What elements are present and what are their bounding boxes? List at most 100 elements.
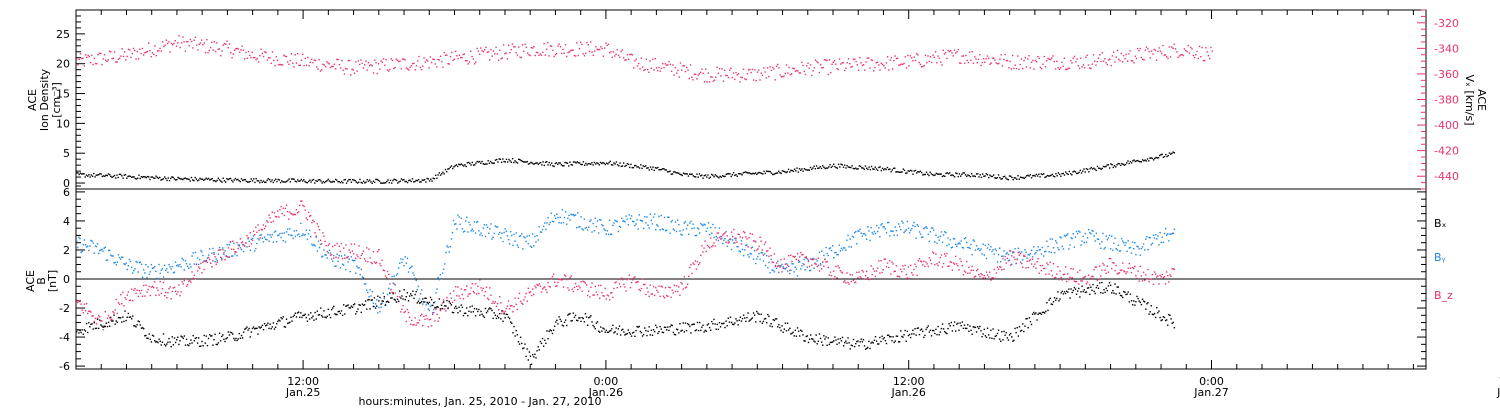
bz-point (603, 295, 605, 297)
density-point (113, 174, 116, 177)
by-point (528, 235, 531, 237)
bx-point (563, 321, 566, 324)
bx-point (434, 307, 436, 309)
vx-point (463, 53, 466, 55)
by-point (140, 263, 143, 265)
by-point (614, 219, 616, 222)
by-point (216, 259, 219, 262)
by-point (393, 275, 395, 277)
by-point (180, 266, 182, 268)
by-point (126, 268, 128, 271)
by-point (1096, 238, 1099, 240)
vx-point (520, 56, 523, 59)
vx-point (482, 50, 485, 53)
density-point (1143, 160, 1145, 162)
by-point (1062, 248, 1065, 250)
bz-point (680, 281, 682, 284)
density-point (426, 177, 428, 180)
bx-point (291, 320, 293, 322)
bx-point (229, 331, 232, 334)
vx-point (97, 54, 99, 56)
by-point (980, 248, 982, 250)
density-point (822, 165, 824, 167)
vx-point (1116, 49, 1119, 52)
vx-point (1088, 67, 1091, 69)
vx-point (538, 54, 540, 57)
vx-point (222, 44, 224, 46)
density-point (402, 179, 404, 181)
vx-point (635, 58, 637, 61)
by-point (1120, 237, 1123, 240)
bz-point (708, 247, 711, 249)
vx-point (76, 58, 78, 61)
bz-point (563, 274, 566, 276)
bz-point (269, 217, 271, 219)
density-point (502, 158, 504, 160)
density-point (388, 181, 390, 184)
bz-point (729, 238, 732, 241)
by-point (758, 253, 760, 255)
bx-point (955, 330, 957, 332)
bx-point (891, 339, 893, 342)
bz-point (366, 247, 368, 249)
bx-point (973, 326, 976, 328)
density-point (701, 174, 703, 176)
density-point (461, 164, 464, 166)
bz-point (893, 270, 895, 273)
by-point (464, 220, 467, 222)
bx-point (689, 325, 691, 328)
bz-point (480, 287, 482, 289)
density-point (399, 180, 401, 182)
bz-point (415, 324, 417, 326)
bx-point (383, 295, 386, 298)
bx-point (486, 310, 489, 312)
by-point (326, 257, 328, 259)
density-point (516, 162, 519, 164)
bx-point (979, 325, 981, 328)
bz-point (1133, 267, 1135, 270)
vx-point (606, 44, 608, 47)
vx-point (338, 63, 341, 66)
bx-point (244, 328, 246, 330)
vx-point (113, 51, 116, 53)
bx-point (571, 319, 573, 322)
density-point (773, 173, 775, 176)
by-point (713, 236, 715, 239)
bx-point (656, 326, 658, 329)
bz-point (179, 294, 181, 297)
bx-point (516, 334, 519, 336)
vx-point (871, 59, 874, 62)
bx-point (922, 330, 924, 333)
density-point (398, 181, 400, 183)
density-point (1033, 174, 1035, 177)
bz-point (260, 228, 262, 231)
density-point (1016, 178, 1018, 181)
density-point (963, 172, 966, 174)
bz-point (811, 264, 813, 266)
density-point (992, 174, 995, 176)
by-point (1071, 237, 1073, 240)
bz-point (285, 204, 288, 206)
vx-point (586, 41, 588, 44)
bz-point (1000, 266, 1002, 268)
bx-point (76, 331, 78, 333)
vx-point (1001, 65, 1004, 67)
by-point (444, 263, 446, 265)
bx-point (627, 329, 629, 331)
vx-point (481, 50, 483, 52)
vx-point (531, 47, 534, 49)
by-point (404, 256, 406, 258)
by-point (144, 272, 146, 274)
by-point (789, 272, 791, 275)
bx-point (314, 311, 316, 314)
bz-point (111, 318, 113, 321)
by-point (656, 224, 658, 226)
bx-point (143, 327, 145, 330)
by-point (733, 242, 735, 244)
density-point (146, 175, 149, 178)
bx-point (852, 338, 855, 341)
b-tick-label: 2 (63, 244, 70, 257)
vx-point (687, 69, 689, 71)
density-point (580, 163, 582, 166)
density-point (397, 182, 399, 184)
